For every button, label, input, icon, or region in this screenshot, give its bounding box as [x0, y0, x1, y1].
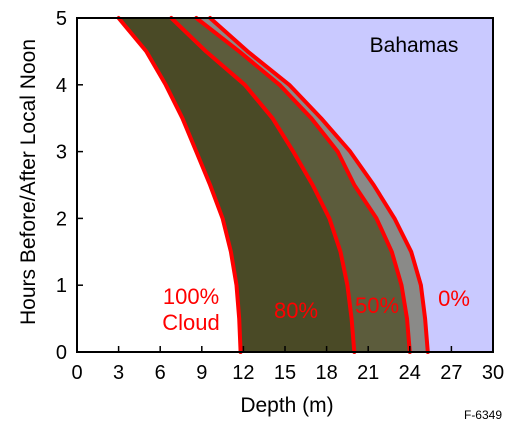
curve-0 — [116, 16, 243, 354]
curve-label-2: 50% — [355, 293, 399, 318]
y-tick-label: 3 — [56, 142, 67, 164]
x-tick-label: 27 — [440, 362, 462, 384]
curve-2 — [194, 16, 412, 354]
x-axis-label: Depth (m) — [240, 394, 333, 417]
y-axis-label: Hours Before/After Local Noon — [17, 39, 40, 325]
y-tick-label: 2 — [56, 208, 67, 230]
x-tick-label: 3 — [113, 362, 124, 384]
curve-label-0: Cloud — [162, 310, 219, 335]
curve-3 — [208, 16, 430, 354]
y-tick-label: 4 — [56, 75, 67, 97]
x-tick-label: 9 — [196, 362, 207, 384]
y-tick-label: 1 — [56, 275, 67, 297]
band-2 — [171, 18, 410, 352]
x-tick-label: 6 — [155, 362, 166, 384]
x-tick-label: 12 — [232, 362, 254, 384]
y-tick-label: 5 — [56, 8, 67, 30]
x-tick-label: 21 — [357, 362, 379, 384]
clear-area — [77, 18, 241, 352]
band-1 — [118, 18, 355, 352]
x-tick-label: 30 — [482, 362, 504, 384]
plot-layer — [76, 16, 494, 354]
curve-1 — [169, 16, 357, 354]
y-tick-label: 0 — [56, 342, 67, 364]
curve-label-3: 0% — [438, 286, 470, 311]
x-tick-label: 15 — [274, 362, 296, 384]
x-tick-label: 18 — [315, 362, 337, 384]
x-tick-label: 24 — [399, 362, 421, 384]
region-label: Bahamas — [370, 34, 459, 57]
curve-label-0: 100% — [163, 284, 219, 309]
x-tick-label: 0 — [71, 362, 82, 384]
figure-id: F-6349 — [464, 408, 502, 422]
curve-label-1: 80% — [274, 298, 318, 323]
